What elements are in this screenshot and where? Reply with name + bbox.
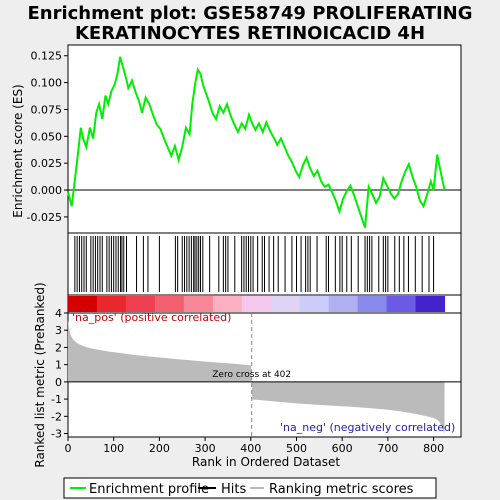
metric-y-tick-label: 4 (55, 307, 62, 320)
metric-y-tick-label: -2 (51, 410, 62, 423)
es-y-tick-label: -0.025 (27, 211, 62, 224)
heat-bar-segment (125, 296, 156, 312)
legend-label-ranking: Ranking metric scores (269, 482, 414, 497)
heat-bar-segment (241, 296, 272, 312)
metric-y-tick-label: 2 (55, 341, 62, 354)
es-panel (67, 44, 462, 234)
x-tick-label: 200 (149, 442, 170, 455)
heat-bar-segment (357, 296, 388, 312)
metric-y-tick-label: 0 (55, 376, 62, 389)
x-tick-label: 400 (240, 442, 261, 455)
x-tick-label: 600 (332, 442, 353, 455)
heat-bar-segment (68, 296, 98, 312)
legend-label-enrichment: Enrichment profile (89, 482, 209, 497)
enrichment-profile-line (67, 56, 446, 228)
chart-title-line2: KERATINOCYTES RETINOICACID 4H (75, 23, 425, 44)
heat-bar-segment (328, 296, 359, 312)
heat-bar-segment (154, 296, 185, 312)
metric-y-tick-label: 1 (55, 359, 62, 372)
x-axis-label: Rank in Ordered Dataset (192, 455, 340, 469)
heat-bar-segment (270, 296, 301, 312)
heat-bar-segment (415, 296, 446, 312)
heat-bar-segment (183, 296, 214, 312)
axis-layer: -0.025 0.000 0.025 0.050 0.075 0.100 0.125 -3 -2… (27, 50, 445, 455)
hits-layer (74, 236, 435, 292)
heat-bar-segment (299, 296, 330, 312)
na-pos-label: 'na_pos' (positive correlated) (72, 311, 231, 324)
metric-y-tick-label: -3 (51, 428, 62, 441)
heat-bar-segment (386, 296, 417, 312)
x-tick-label: 800 (423, 442, 444, 455)
es-y-tick-label: 0.000 (31, 184, 63, 197)
x-tick-label: 0 (65, 442, 72, 455)
x-tick-label: 100 (103, 442, 124, 455)
es-layer (67, 56, 461, 228)
ranking-metric-area (68, 319, 445, 434)
x-tick-label: 500 (286, 442, 307, 455)
na-neg-label: 'na_neg' (negatively correlated) (280, 421, 455, 434)
metric-y-axis-label: Ranked list metric (PreRanked) (33, 282, 47, 467)
heat-bar-segment (212, 296, 243, 312)
x-tick-label: 700 (377, 442, 398, 455)
legend-label-hits: Hits (221, 482, 246, 497)
metric-y-tick-label: 3 (55, 324, 62, 337)
es-y-tick-label: 0.075 (31, 103, 63, 116)
es-y-tick-label: 0.125 (31, 50, 63, 63)
es-y-tick-label: 0.100 (31, 77, 63, 90)
zero-cross-label: Zero cross at 402 (212, 370, 291, 380)
es-y-tick-label: 0.050 (31, 130, 63, 143)
chart-title-line1: Enrichment plot: GSE58749 PROLIFERATING (27, 3, 472, 24)
metric-y-tick-label: -1 (51, 393, 62, 406)
heat-bar-segment (96, 296, 127, 312)
heat-bar (68, 296, 446, 312)
metric-layer: Zero cross at 402 'na_pos' (positive corr… (68, 311, 461, 437)
es-y-tick-label: 0.025 (31, 157, 63, 170)
x-tick-label: 300 (195, 442, 216, 455)
es-y-axis-label: Enrichment score (ES) (11, 84, 25, 217)
